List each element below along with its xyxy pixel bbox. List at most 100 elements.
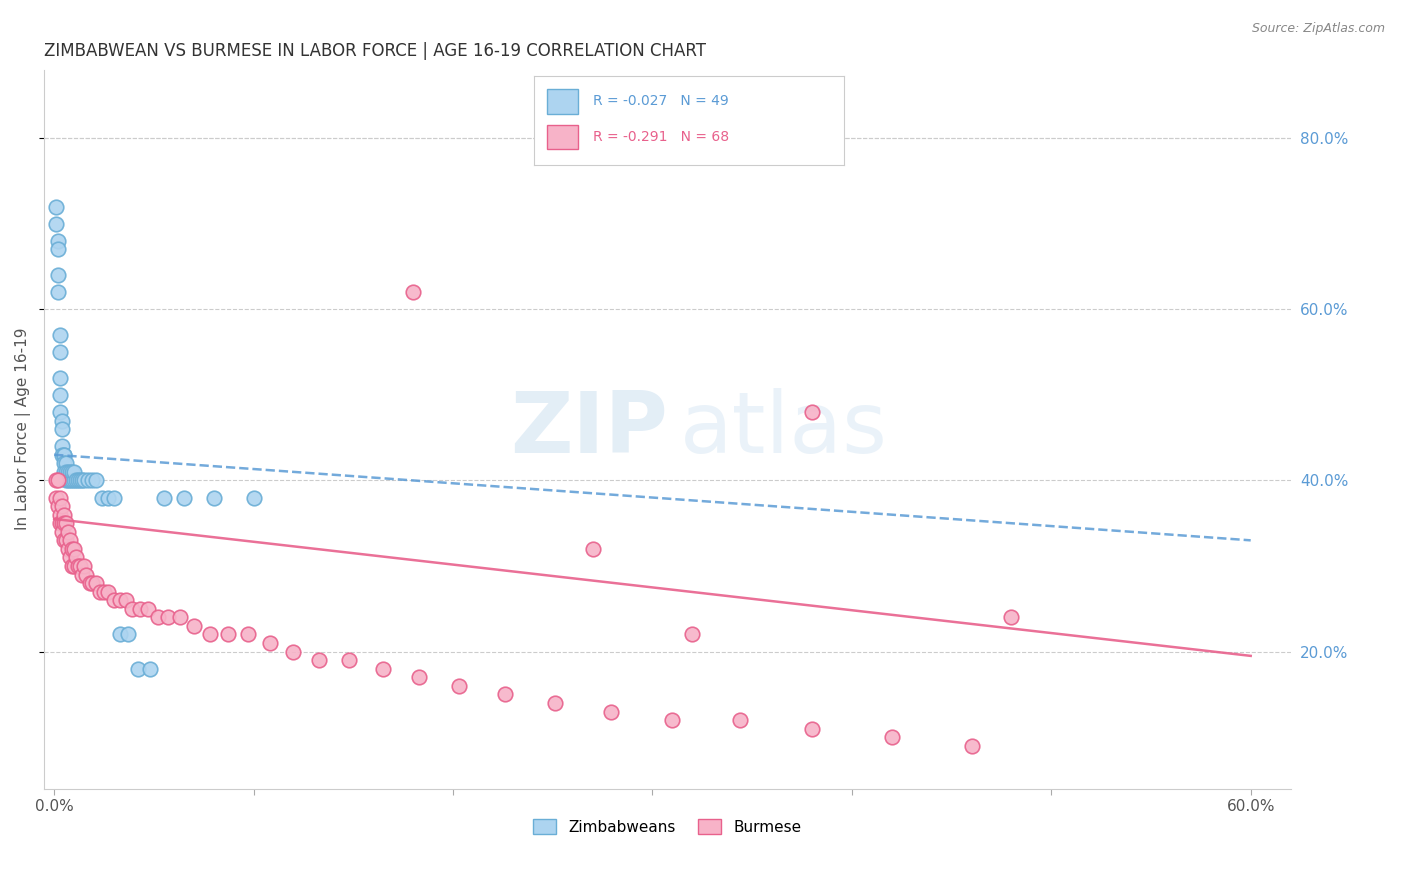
Point [46,474,69,488]
Point [53,516,76,531]
Point [447,679,470,693]
Point [53,456,76,470]
Point [681,627,703,641]
Point [45,474,67,488]
Point [337,653,360,667]
Text: R = -0.027   N = 49: R = -0.027 N = 49 [593,95,728,109]
Point [283,644,305,658]
Point [661,713,683,727]
FancyBboxPatch shape [547,125,578,150]
Point [45,217,67,231]
Point [153,491,176,505]
Point [65,550,87,565]
Point [51,413,73,427]
Point [801,722,824,736]
Point [55,533,77,548]
Point [51,439,73,453]
Point [73,474,96,488]
Point [70,474,93,488]
Point [117,627,139,641]
Point [55,516,77,531]
FancyBboxPatch shape [547,89,578,114]
Point [115,593,138,607]
Point [84,474,107,488]
Point [60,559,83,574]
Point [49,491,72,505]
Point [46,285,69,300]
Point [69,474,91,488]
Text: Source: ZipAtlas.com: Source: ZipAtlas.com [1251,22,1385,36]
Point [121,602,143,616]
Point [80,474,103,488]
Point [70,567,93,582]
Point [308,653,330,667]
Point [59,474,82,488]
Point [801,405,824,419]
Point [236,627,259,641]
Point [103,491,125,505]
Point [599,705,621,719]
Point [60,474,83,488]
Point [127,662,149,676]
Point [60,541,83,556]
Point [242,491,264,505]
Point [51,448,73,462]
Point [544,696,567,710]
Point [49,508,72,522]
Point [198,627,221,641]
Point [173,491,195,505]
Point [139,662,162,676]
Point [49,370,72,384]
Point [84,576,107,591]
Point [183,619,205,633]
Point [728,713,751,727]
Point [49,405,72,419]
Text: R = -0.291   N = 68: R = -0.291 N = 68 [593,130,730,145]
Point [46,499,69,513]
Point [108,627,131,641]
Point [49,388,72,402]
Point [103,593,125,607]
Text: atlas: atlas [681,388,887,471]
Point [56,541,79,556]
Point [59,533,82,548]
Point [51,499,73,513]
Point [46,268,69,282]
Point [93,584,115,599]
Point [408,670,430,684]
Point [51,524,73,539]
Point [53,508,76,522]
Text: ZIMBABWEAN VS BURMESE IN LABOR FORCE | AGE 16-19 CORRELATION CHART: ZIMBABWEAN VS BURMESE IN LABOR FORCE | A… [44,42,706,60]
Point [53,533,76,548]
Point [146,610,169,624]
Point [63,559,86,574]
Point [73,559,96,574]
Point [373,662,395,676]
Point [63,465,86,479]
Point [960,739,983,753]
Point [97,584,120,599]
Point [67,559,90,574]
Point [53,465,76,479]
Point [69,559,91,574]
Point [49,328,72,343]
Point [63,541,86,556]
Point [136,602,159,616]
Point [1000,610,1022,624]
Point [53,448,76,462]
Point [56,474,79,488]
Point [494,687,516,701]
Point [63,474,86,488]
Point [53,448,76,462]
Point [49,345,72,359]
Point [49,516,72,531]
Point [45,491,67,505]
Point [56,465,79,479]
Point [56,524,79,539]
Point [55,465,77,479]
Point [59,465,82,479]
Point [169,610,191,624]
Point [80,576,103,591]
Point [75,567,97,582]
Point [402,285,425,300]
